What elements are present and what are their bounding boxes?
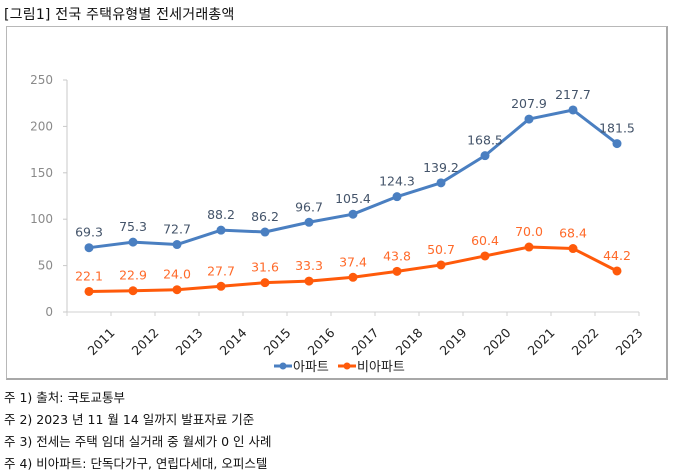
data-point: [84, 243, 94, 253]
data-point: [216, 281, 226, 291]
footnote-3: 주 3) 전세는 주택 임대 실거래 중 월세가 0 인 사례: [4, 434, 272, 449]
data-point: [392, 192, 402, 202]
y-tick-label: 200: [30, 119, 53, 133]
data-label: 22.9: [119, 268, 147, 283]
data-label: 217.7: [555, 87, 591, 102]
line-chart: 0 50 100 150 200 250 2011 2012 2013 2014 2015 2016 2…: [30, 73, 646, 375]
data-label: 72.7: [163, 222, 191, 237]
x-tick-label: 2015: [261, 325, 294, 358]
y-tick-label: 100: [30, 212, 53, 226]
data-label: 24.0: [163, 267, 191, 282]
data-label: 37.4: [339, 254, 367, 269]
x-tick-label: 2016: [305, 325, 338, 358]
data-point: [524, 242, 534, 252]
data-label: 88.2: [207, 207, 235, 222]
data-label: 27.7: [207, 263, 235, 278]
data-label: 124.3: [379, 174, 415, 189]
x-tick-label: 2022: [569, 325, 602, 358]
data-point: [480, 151, 490, 161]
footnote-4: 주 4) 비아파트: 단독다가구, 연립다세대, 오피스텔: [4, 456, 268, 471]
data-label: 139.2: [423, 160, 459, 175]
figure-title: [그림1] 전국 주택유형별 전세거래총액: [4, 7, 235, 23]
data-label: 33.3: [295, 258, 323, 273]
data-point: [172, 285, 182, 295]
x-tick-label: 2011: [85, 325, 118, 358]
data-point: [172, 240, 182, 250]
legend: 아파트 비아파트: [274, 360, 405, 375]
x-tick-label: 2019: [437, 325, 470, 358]
x-tick-label: 2023: [613, 325, 646, 358]
legend-marker: [343, 362, 351, 370]
x-tick-label: 2012: [129, 325, 162, 358]
legend-label: 비아파트: [357, 360, 405, 375]
x-tick-label: 2017: [349, 325, 382, 358]
data-label: 105.4: [335, 191, 371, 206]
data-label: 22.1: [75, 268, 103, 283]
data-label: 168.5: [467, 133, 503, 148]
data-point: [524, 114, 534, 124]
data-point: [348, 209, 358, 219]
data-label: 96.7: [295, 199, 323, 214]
footnotes: 주 1) 출처: 국토교통부 주 2) 2023 년 11 월 14 일까지 발…: [4, 387, 272, 475]
data-point: [568, 244, 578, 254]
series-non-apartment: 22.1 22.9 24.0 27.7 31.6 33.3 37.4 43.8 50.7 60.4…: [75, 224, 631, 296]
legend-item-non-apartment: 비아파트: [338, 360, 405, 375]
data-label: 44.2: [603, 248, 631, 263]
data-point: [84, 286, 94, 296]
data-point: [612, 139, 622, 149]
data-point: [304, 217, 314, 227]
data-label: 207.9: [511, 96, 547, 111]
data-point: [128, 286, 138, 296]
footnote-1: 주 1) 출처: 국토교통부: [4, 390, 125, 405]
x-tick-label: 2013: [173, 325, 206, 358]
data-label: 60.4: [471, 233, 499, 248]
data-point: [348, 272, 358, 282]
data-point: [436, 260, 446, 270]
legend-label: 아파트: [293, 360, 329, 375]
x-tick-label: 2021: [525, 325, 558, 358]
x-tick-label: 2014: [217, 325, 250, 358]
data-point: [128, 237, 138, 247]
series-layer: 69.3 75.3 72.7 88.2 86.2 96.7 105.4 124.3 139.2 1…: [75, 87, 635, 296]
data-label: 69.3: [75, 225, 103, 240]
data-label: 68.4: [559, 226, 587, 241]
data-label: 70.0: [515, 224, 543, 239]
data-label: 181.5: [599, 121, 635, 136]
footnote-2: 주 2) 2023 년 11 월 14 일까지 발표자료 기준: [4, 412, 255, 427]
x-tick-label: 2020: [481, 325, 514, 358]
data-point: [260, 278, 270, 288]
data-point: [612, 266, 622, 276]
y-tick-label: 50: [38, 259, 53, 273]
data-point: [392, 266, 402, 276]
data-point: [304, 276, 314, 286]
legend-marker: [279, 362, 287, 370]
data-point: [216, 225, 226, 235]
data-point: [260, 227, 270, 237]
x-tick-label: 2018: [393, 325, 426, 358]
y-tick-label: 150: [30, 166, 53, 180]
y-tick-label: 0: [45, 305, 53, 319]
y-tick-label: 250: [30, 73, 53, 87]
chart-frame: [6, 26, 668, 380]
data-point: [568, 105, 578, 115]
data-label: 75.3: [119, 219, 147, 234]
data-label: 31.6: [251, 260, 279, 275]
legend-item-apartment: 아파트: [274, 360, 329, 375]
data-label: 86.2: [251, 209, 279, 224]
data-label: 43.8: [383, 248, 411, 263]
data-label: 50.7: [427, 242, 455, 257]
series-apartment: 69.3 75.3 72.7 88.2 86.2 96.7 105.4 124.3 139.2 1…: [75, 87, 635, 253]
data-point: [436, 178, 446, 188]
data-point: [480, 251, 490, 261]
